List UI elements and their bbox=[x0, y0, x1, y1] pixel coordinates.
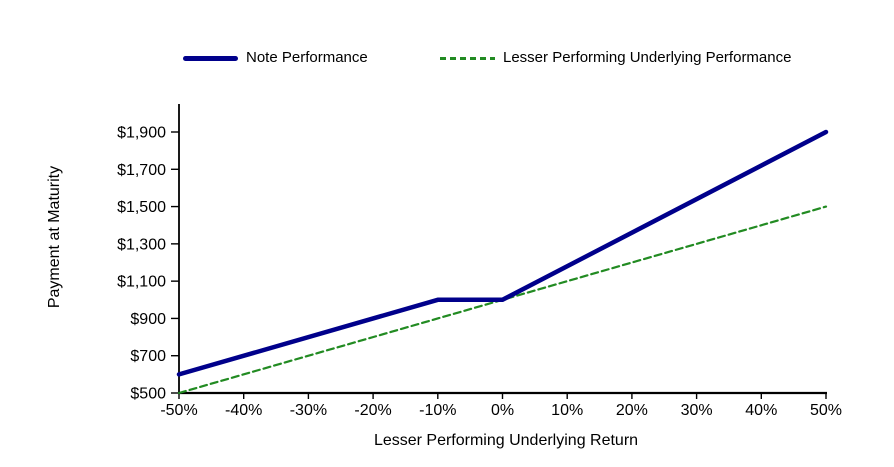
x-tick-label: -10% bbox=[419, 402, 456, 419]
x-tick-label: -20% bbox=[354, 402, 391, 419]
lesser-performing-line-swatch bbox=[440, 56, 495, 60]
x-tick-label: 40% bbox=[745, 402, 777, 419]
x-axis-title: Lesser Performing Underlying Return bbox=[373, 432, 639, 449]
y-tick-label: $1,500 bbox=[117, 199, 166, 216]
legend-item-lesser-performing: Lesser Performing Underlying Performance bbox=[440, 50, 791, 66]
y-tick-label: $1,700 bbox=[117, 162, 166, 179]
legend-item-note-performance: Note Performance bbox=[183, 50, 368, 66]
x-tick-label: 10% bbox=[551, 402, 583, 419]
y-tick-label: $1,100 bbox=[117, 274, 166, 291]
legend-label-note-performance: Note Performance bbox=[246, 49, 368, 66]
y-tick-label: $500 bbox=[130, 386, 166, 403]
x-tick-label: 50% bbox=[810, 402, 842, 419]
x-tick-label: 30% bbox=[681, 402, 713, 419]
y-tick-label: $1,900 bbox=[117, 125, 166, 142]
x-tick-label: -50% bbox=[160, 402, 197, 419]
y-tick-label: $700 bbox=[130, 348, 166, 365]
x-tick-label: 20% bbox=[616, 402, 648, 419]
y-tick-label: $900 bbox=[130, 311, 166, 328]
x-tick-label: 0% bbox=[491, 402, 514, 419]
note-performance-line bbox=[176, 129, 829, 377]
x-tick-label: -40% bbox=[225, 402, 262, 419]
legend-label-lesser-performing: Lesser Performing Underlying Performance bbox=[503, 49, 792, 66]
y-tick-label: $1,300 bbox=[117, 236, 166, 253]
note-performance-line-swatch bbox=[183, 55, 238, 61]
x-tick-label: -30% bbox=[290, 402, 327, 419]
